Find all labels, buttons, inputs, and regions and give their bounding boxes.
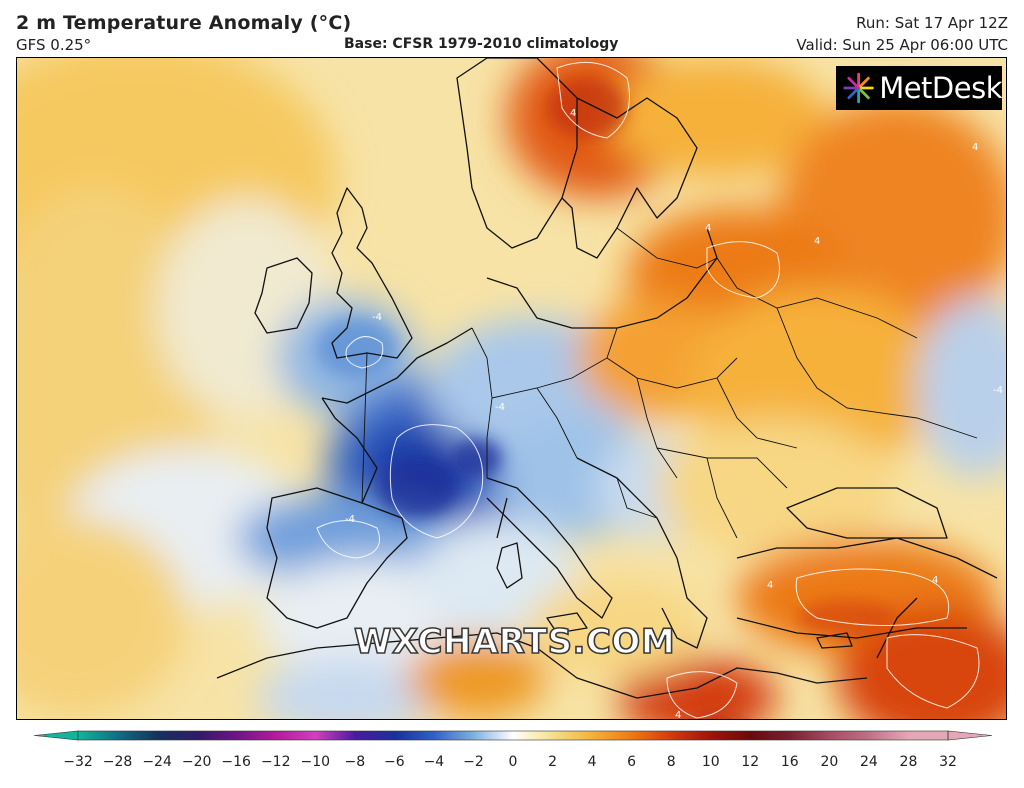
colorbar-segment <box>789 731 830 740</box>
colorbar-arrow-left <box>33 730 79 741</box>
model-name: GFS 0.25° <box>16 36 92 54</box>
colorbar-segment <box>157 731 198 740</box>
colorbar-tick-label: −10 <box>300 754 330 770</box>
colorbar-tick-label: 4 <box>588 754 597 770</box>
colorbar-segment <box>829 731 870 740</box>
climatology-base: Base: CFSR 1979-2010 climatology <box>344 36 619 52</box>
colorbar-tick-label: −4 <box>424 754 445 770</box>
colorbar-segment <box>354 731 395 740</box>
contour-label: 4 <box>932 575 938 586</box>
colorbar-segment <box>671 731 712 740</box>
colorbar-tick-label: −6 <box>384 754 405 770</box>
anomaly-field <box>17 58 1006 719</box>
colorbar-tick-label: 10 <box>702 754 720 770</box>
contour-label: 4 <box>972 142 978 153</box>
colorbar-arrow-right <box>947 730 993 741</box>
contour-label: 4 <box>814 236 820 247</box>
contour-label: 4 <box>675 710 681 720</box>
colorbar-tick-label: 12 <box>741 754 759 770</box>
colorbar-segment <box>433 731 474 740</box>
colorbar-tick-label: 24 <box>860 754 878 770</box>
borders <box>361 227 978 539</box>
colorbar-tick-label: −28 <box>103 754 133 770</box>
colorbar: −32 −28 −24 −20 −16 −12 −10 −8 −6 −4 −2 0 2 4 6 8 10 12 16… <box>0 722 1024 784</box>
colorbar-segment <box>908 731 949 740</box>
colorbar-segment <box>196 731 237 740</box>
anomaly-detail <box>317 78 897 719</box>
colorbar-tick-label: 20 <box>820 754 838 770</box>
colorbar-segment <box>315 731 356 740</box>
contour-label: -4 <box>345 514 355 525</box>
colorbar-tick-label: 16 <box>781 754 799 770</box>
colorbar-segment <box>592 731 633 740</box>
colorbar-tick-label: −12 <box>261 754 291 770</box>
anomaly-map: -4 -4 -4 -4 4 4 4 4 4 4 4 Me <box>16 57 1007 720</box>
colorbar-segment <box>117 731 158 740</box>
contour-label: 4 <box>767 580 773 591</box>
contour-label: -4 <box>993 385 1003 396</box>
colorbar-segment <box>710 731 751 740</box>
colorbar-tick-label: −32 <box>63 754 93 770</box>
metdesk-logo-text: MetDesk <box>879 71 1002 105</box>
valid-time: Valid: Sun 25 Apr 06:00 UTC <box>796 36 1008 54</box>
colorbar-segment <box>78 731 119 740</box>
contour-label: 4 <box>705 223 711 234</box>
colorbar-segment <box>513 731 554 740</box>
colorbar-tick-label: −16 <box>221 754 251 770</box>
colorbar-tick-label: 8 <box>667 754 676 770</box>
colorbar-tick-label: 2 <box>548 754 557 770</box>
colorbar-segment <box>750 731 791 740</box>
colorbar-tick-label: 6 <box>627 754 636 770</box>
colorbar-tick-label: 28 <box>900 754 918 770</box>
colorbar-svg: −32 −28 −24 −20 −16 −12 −10 −8 −6 −4 −2 0 2 4 6 8 10 12 16… <box>33 730 993 770</box>
colorbar-outline <box>77 730 949 741</box>
colorbar-segment <box>473 731 514 740</box>
colorbar-tick-label: 0 <box>509 754 518 770</box>
colorbar-tick-label: −24 <box>142 754 172 770</box>
coastlines <box>216 58 998 699</box>
map-canvas: -4 -4 -4 -4 4 4 4 4 4 4 4 <box>17 58 1006 720</box>
colorbar-tick-label: −8 <box>344 754 365 770</box>
contour-label: 4 <box>570 108 576 119</box>
run-time: Run: Sat 17 Apr 12Z <box>856 14 1008 32</box>
metdesk-starburst-icon <box>843 72 874 104</box>
wxcharts-watermark: WXCHARTS.COM <box>353 621 676 663</box>
contour-label-group: -4 -4 -4 -4 4 4 4 4 4 4 4 <box>345 108 1003 720</box>
colorbar-segment <box>394 731 435 740</box>
contours <box>316 61 980 719</box>
colorbar-segment <box>552 731 593 740</box>
colorbar-segment <box>631 731 672 740</box>
colorbar-segment <box>275 731 316 740</box>
colorbar-tick-label: −2 <box>463 754 484 770</box>
colorbar-tick-label: 32 <box>939 754 957 770</box>
chart-title: 2 m Temperature Anomaly (°C) <box>16 12 352 34</box>
metdesk-logo: MetDesk <box>836 66 1002 110</box>
contour-label: -4 <box>495 402 505 413</box>
colorbar-segment <box>236 731 277 740</box>
colorbar-segment <box>868 731 909 740</box>
colorbar-tick-label: −20 <box>182 754 212 770</box>
contour-label: -4 <box>372 312 382 323</box>
